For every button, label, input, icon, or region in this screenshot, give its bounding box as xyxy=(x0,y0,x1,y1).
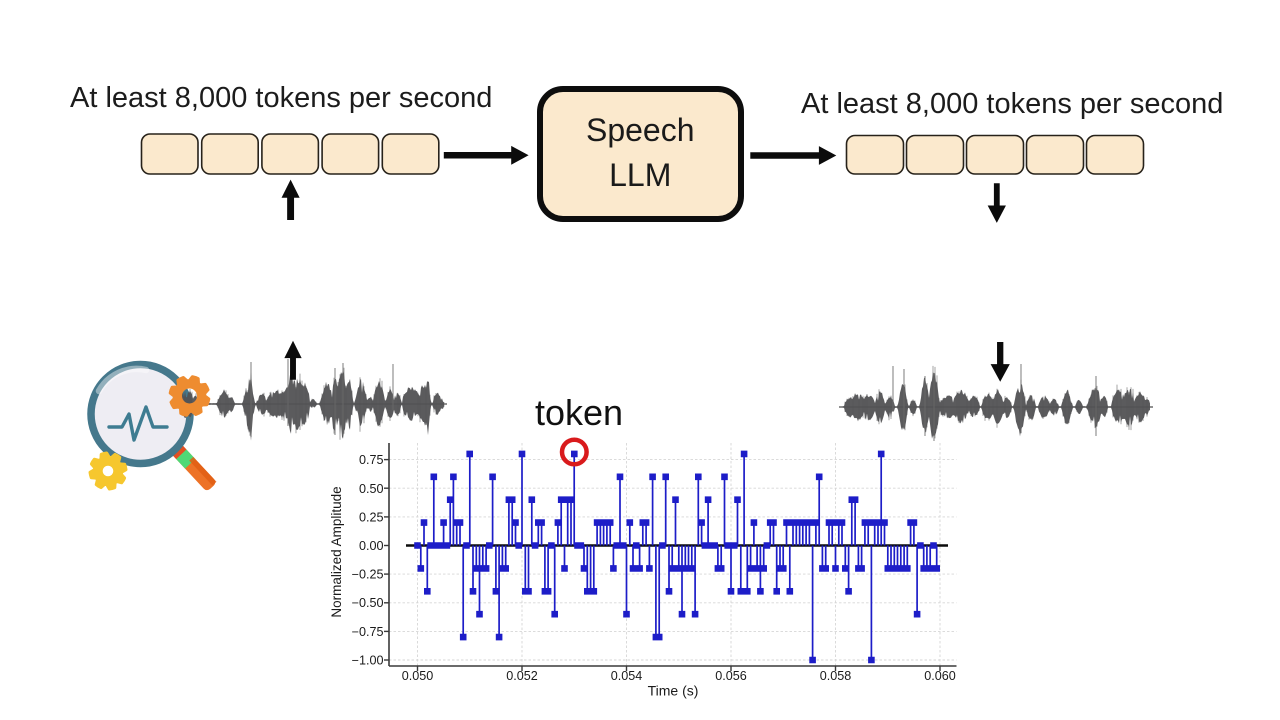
svg-text:0.50: 0.50 xyxy=(359,482,384,496)
svg-text:Normalized Amplitude: Normalized Amplitude xyxy=(329,486,344,617)
svg-text:−0.50: −0.50 xyxy=(352,596,384,610)
svg-text:0.00: 0.00 xyxy=(359,539,384,553)
svg-text:0.054: 0.054 xyxy=(611,669,643,683)
svg-text:0.75: 0.75 xyxy=(359,453,384,467)
svg-text:Time (s): Time (s) xyxy=(648,683,699,699)
svg-text:−1.00: −1.00 xyxy=(352,654,384,668)
svg-text:0.056: 0.056 xyxy=(715,669,747,683)
svg-text:0.058: 0.058 xyxy=(820,669,852,683)
svg-text:0.050: 0.050 xyxy=(402,669,434,683)
svg-text:0.060: 0.060 xyxy=(924,669,956,683)
svg-text:−0.25: −0.25 xyxy=(352,568,384,582)
svg-text:0.052: 0.052 xyxy=(506,669,538,683)
svg-text:−0.75: −0.75 xyxy=(352,625,384,639)
svg-text:0.25: 0.25 xyxy=(359,510,384,524)
